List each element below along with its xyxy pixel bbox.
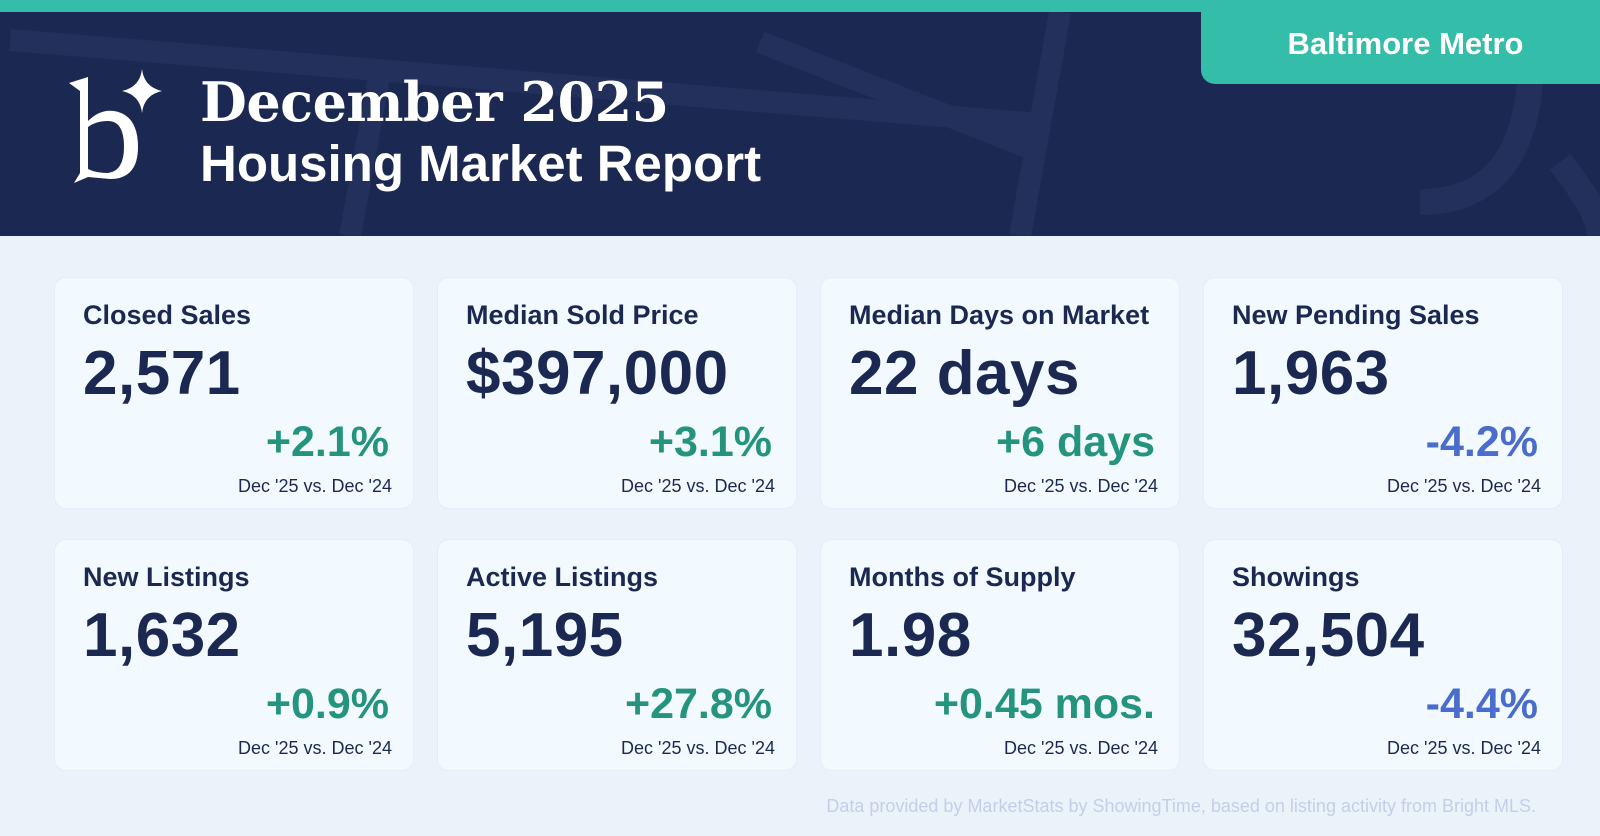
metric-change: -4.2% bbox=[1425, 418, 1538, 466]
metric-label: Median Days on Market bbox=[849, 300, 1150, 330]
metrics-grid: Closed Sales 2,571 +2.1% Dec '25 vs. Dec… bbox=[55, 278, 1564, 770]
metric-label: Months of Supply bbox=[849, 562, 1076, 592]
metric-card-new-listings: New Listings 1,632 +0.9% Dec '25 vs. Dec… bbox=[55, 540, 413, 770]
report-subtitle: Housing Market Report bbox=[200, 135, 762, 192]
data-source-footnote: Data provided by MarketStats by ShowingT… bbox=[826, 796, 1536, 816]
metric-change: +0.9% bbox=[265, 680, 389, 728]
header-background-pattern bbox=[9, 12, 1600, 236]
metric-value: 2,571 bbox=[83, 339, 241, 408]
metric-value: $397,000 bbox=[466, 339, 729, 408]
metric-label: New Listings bbox=[83, 562, 250, 592]
region-badge: Baltimore Metro bbox=[1201, 12, 1600, 84]
metric-card-showings: Showings 32,504 -4.4% Dec '25 vs. Dec '2… bbox=[1204, 540, 1562, 770]
report-month: December 2025 bbox=[200, 70, 669, 134]
metric-comparison: Dec '25 vs. Dec '24 bbox=[238, 738, 392, 758]
metric-comparison: Dec '25 vs. Dec '24 bbox=[621, 476, 775, 496]
metric-value: 1,963 bbox=[1232, 339, 1390, 408]
report-title: December 2025 Housing Market Report bbox=[200, 72, 761, 196]
metric-comparison: Dec '25 vs. Dec '24 bbox=[1004, 476, 1158, 496]
metric-card-median-sold-price: Median Sold Price $397,000 +3.1% Dec '25… bbox=[438, 278, 796, 508]
metric-value: 22 days bbox=[849, 339, 1081, 408]
top-accent-stripe bbox=[0, 0, 1600, 12]
metric-comparison: Dec '25 vs. Dec '24 bbox=[238, 476, 392, 496]
metric-card-median-days-on-market: Median Days on Market 22 days +6 days De… bbox=[821, 278, 1179, 508]
bright-logo-icon bbox=[69, 69, 162, 183]
metric-change: +2.1% bbox=[265, 418, 389, 466]
metric-label: Closed Sales bbox=[83, 300, 252, 330]
metric-card-months-of-supply: Months of Supply 1.98 +0.45 mos. Dec '25… bbox=[821, 540, 1179, 770]
metric-change: +6 days bbox=[996, 418, 1155, 466]
metric-card-closed-sales: Closed Sales 2,571 +2.1% Dec '25 vs. Dec… bbox=[55, 278, 413, 508]
metric-label: Median Sold Price bbox=[466, 300, 699, 330]
metric-change: +27.8% bbox=[624, 680, 772, 728]
metric-label: New Pending Sales bbox=[1232, 300, 1480, 330]
metric-change: -4.4% bbox=[1425, 680, 1538, 728]
metric-card-active-listings: Active Listings 5,195 +27.8% Dec '25 vs.… bbox=[438, 540, 796, 770]
metric-comparison: Dec '25 vs. Dec '24 bbox=[1387, 476, 1541, 496]
metric-card-new-pending-sales: New Pending Sales 1,963 -4.2% Dec '25 vs… bbox=[1204, 278, 1562, 508]
metric-value: 1.98 bbox=[849, 601, 972, 670]
metric-comparison: Dec '25 vs. Dec '24 bbox=[1387, 738, 1541, 758]
metric-change: +3.1% bbox=[648, 418, 772, 466]
metric-comparison: Dec '25 vs. Dec '24 bbox=[621, 738, 775, 758]
metric-label: Showings bbox=[1232, 562, 1360, 592]
metric-change: +0.45 mos. bbox=[933, 680, 1155, 728]
metric-value: 1,632 bbox=[83, 601, 241, 670]
metric-label: Active Listings bbox=[466, 562, 659, 592]
metric-comparison: Dec '25 vs. Dec '24 bbox=[1004, 738, 1158, 758]
metric-value: 5,195 bbox=[466, 601, 624, 670]
metric-value: 32,504 bbox=[1232, 601, 1425, 670]
